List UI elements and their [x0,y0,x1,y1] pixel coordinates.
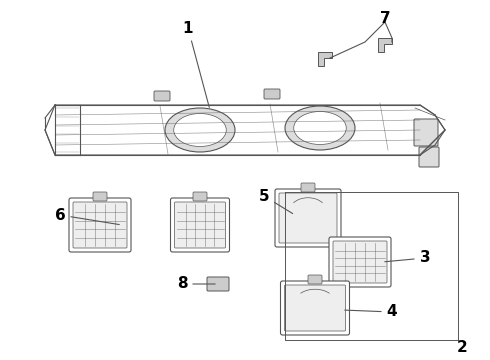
FancyBboxPatch shape [333,241,387,283]
Text: 7: 7 [380,10,391,26]
FancyBboxPatch shape [280,281,349,335]
FancyBboxPatch shape [279,193,337,243]
FancyBboxPatch shape [275,189,341,247]
Text: 4: 4 [345,305,397,320]
FancyBboxPatch shape [174,202,225,248]
FancyBboxPatch shape [301,183,315,192]
FancyBboxPatch shape [207,277,229,291]
Text: 1: 1 [183,21,209,107]
Polygon shape [318,52,332,66]
Ellipse shape [285,106,355,150]
Text: 6: 6 [54,207,119,225]
Ellipse shape [165,108,235,152]
Ellipse shape [174,113,226,147]
Ellipse shape [294,112,346,144]
Text: 8: 8 [177,276,215,292]
FancyBboxPatch shape [264,89,280,99]
FancyBboxPatch shape [154,91,170,101]
Text: 5: 5 [259,189,293,213]
FancyBboxPatch shape [73,202,127,248]
FancyBboxPatch shape [419,147,439,167]
Text: 2: 2 [457,341,467,356]
FancyBboxPatch shape [93,192,107,201]
FancyBboxPatch shape [193,192,207,201]
FancyBboxPatch shape [308,275,322,284]
FancyBboxPatch shape [329,237,391,287]
FancyBboxPatch shape [171,198,229,252]
FancyBboxPatch shape [69,198,131,252]
Text: 3: 3 [385,251,430,266]
FancyBboxPatch shape [285,285,345,331]
FancyBboxPatch shape [414,119,438,146]
Polygon shape [378,38,392,52]
